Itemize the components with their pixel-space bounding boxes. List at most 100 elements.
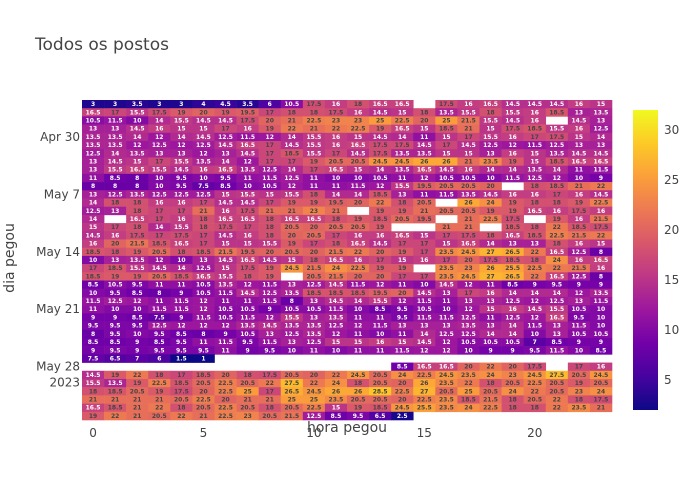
cell-label: 20 [111,241,119,248]
cell-label: 11.5 [395,347,410,354]
heatmap-cell [148,206,171,216]
cell-label: 20 [266,118,274,125]
heatmap-cell [258,116,282,125]
cell-label: 16 [376,232,384,239]
heatmap-cell [347,100,370,109]
cell-label: 15 [486,126,494,133]
heatmap-cell [479,247,502,257]
heatmap-cell [523,239,547,248]
cell-label: 17.5 [152,109,167,116]
heatmap-cell [148,370,171,380]
cell-label: 13.5 [549,150,564,157]
heatmap-cell [413,321,436,331]
y-tick-label: May 21 [36,302,80,316]
cell-label: 12 [199,298,207,305]
heatmap-cell [391,378,414,388]
heatmap-cell [501,387,524,396]
cell-label: 11.5 [262,282,277,289]
heatmap-cell [126,165,149,175]
cell-label: 16 [354,232,362,239]
cell-label: 9.5 [220,175,231,182]
heatmap-cell [170,116,193,125]
cell-label: 17 [111,224,119,231]
cell-label: 26 [420,380,428,387]
y-tick-label: May 7 [44,187,80,201]
heatmap-cell [545,346,569,355]
heatmap-cell [457,329,480,339]
cell-label: 15.5 [483,134,498,141]
cell-label: 22.5 [594,200,609,207]
heatmap-cell [302,165,326,175]
heatmap-cell [258,100,282,109]
heatmap-cell [126,337,149,347]
cell-label: 14 [508,331,516,338]
heatmap-cell [236,411,259,421]
cell-label: 13 [199,257,207,264]
heatmap-cell [589,346,613,355]
heatmap-cell [104,403,127,413]
heatmap-cell [192,370,215,380]
heatmap-cell [170,378,193,388]
cell-label: 15 [354,167,362,174]
cell-label: 20.5 [373,380,388,387]
heatmap-cell [523,247,547,257]
cell-label: 18 [575,396,583,403]
heatmap-cell [369,305,392,314]
cell-label: 18 [310,257,318,264]
heatmap-cell [126,157,149,166]
cell-label: 12.5 [329,323,344,330]
cell-label: 24.5 [284,265,299,272]
cell-label: 18.5 [108,405,123,412]
heatmap-cell [589,395,613,404]
cell-label: 16.5 [373,101,388,108]
cell-label: 20.5 [351,159,366,166]
heatmap-cell [523,272,547,281]
heatmap-cell [435,337,458,347]
cell-label: 16.5 [571,159,586,166]
cell-label: 24 [553,257,561,264]
heatmap-cell [479,116,502,125]
heatmap-cell [479,124,502,134]
heatmap-cell [214,214,237,224]
cell-label: 18 [531,183,539,190]
cell-label: 21.5 [284,413,299,420]
heatmap-cell [347,214,370,224]
cell-label: 17.5 [240,208,255,215]
heatmap-cell [545,403,569,413]
heatmap-cell [457,378,480,388]
cell-label: 13.5 [439,109,454,116]
cell-label: 20 [464,257,472,264]
heatmap-cell [170,190,193,199]
heatmap-cell [501,116,524,125]
cell-label: 14.5 [152,265,167,272]
cell-label: 23.5 [439,380,454,387]
cell-label: 21 [133,413,141,420]
cell-label: 17 [266,150,274,157]
heatmap-cell [347,305,370,314]
cell-label: 12.5 [549,298,564,305]
cell-label: 17 [155,159,163,166]
cell-label: 18 [531,200,539,207]
cell-label: 17 [464,134,472,141]
cell-label: 13 [89,126,97,133]
heatmap-cell [126,264,149,273]
cell-label: 16.5 [240,257,255,264]
cell-label: 22.5 [218,413,233,420]
cell-label: 14.5 [86,232,101,239]
cell-label: 16 [597,265,605,272]
heatmap-cell [236,190,259,199]
heatmap-cell [258,214,282,224]
cell-label: 9 [135,347,139,354]
heatmap-cell [479,157,502,166]
cell-label: 10 [575,175,583,182]
cell-label: 12.5 [152,191,167,198]
heatmap-cell [435,255,458,265]
heatmap-cell [589,190,613,199]
cell-label: 8 [201,331,205,338]
heatmap-cell [280,214,304,224]
heatmap-cell [324,132,348,142]
heatmap-cell [302,329,326,339]
cell-label: 16.5 [483,101,498,108]
cell-label: 12 [133,142,141,149]
heatmap-cell [435,190,458,199]
